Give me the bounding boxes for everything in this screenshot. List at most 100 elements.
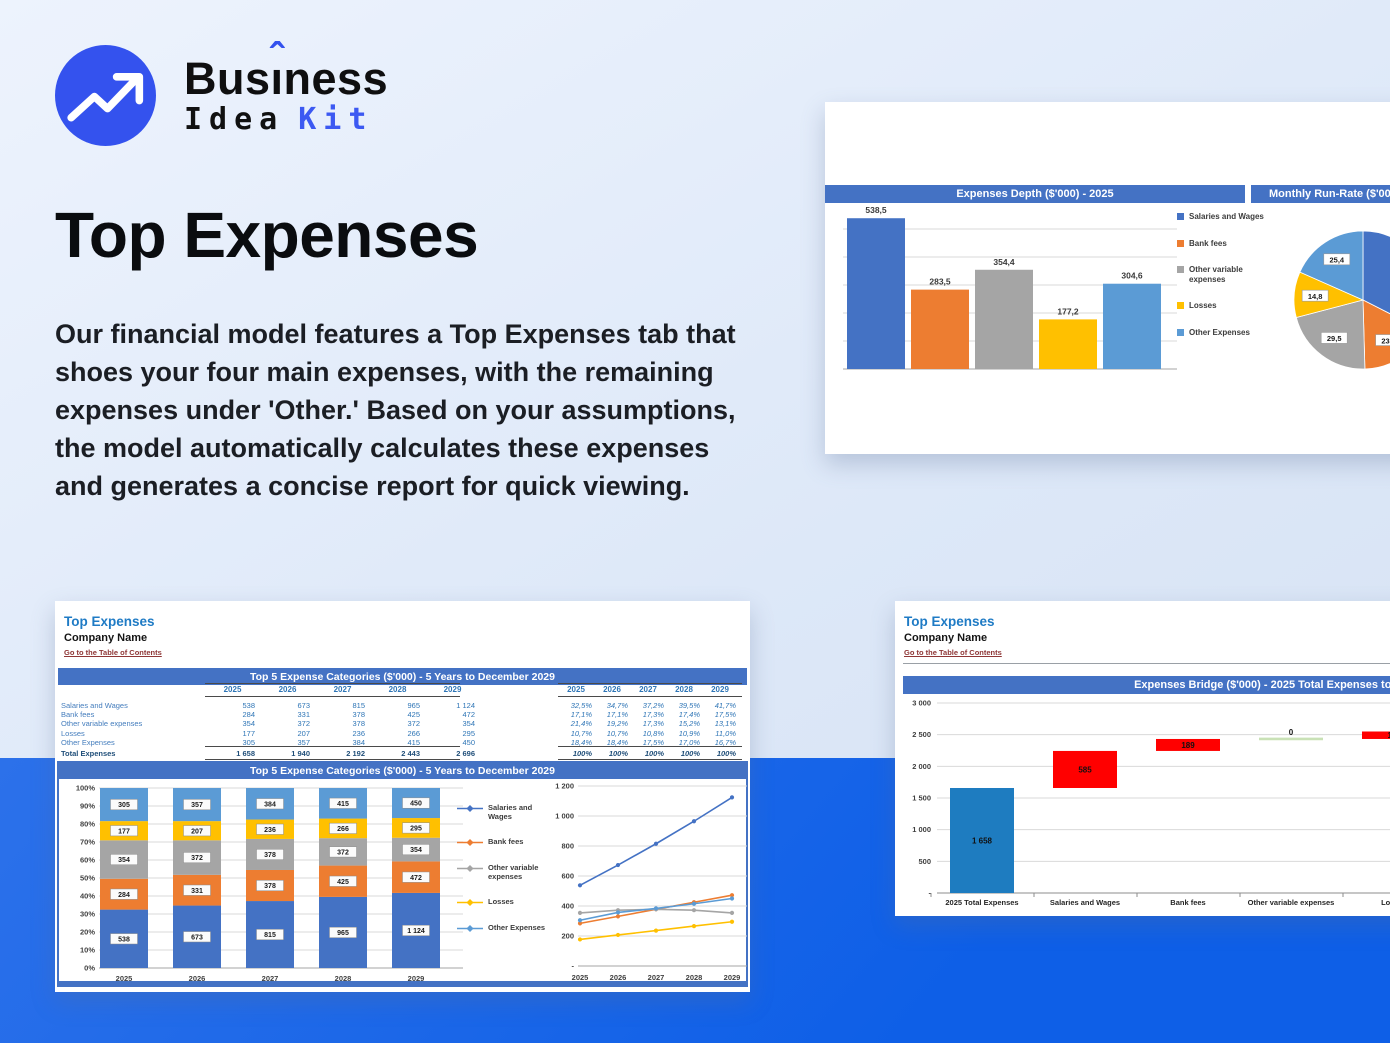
svg-text:20%: 20% — [80, 928, 95, 937]
svg-text:2026: 2026 — [189, 974, 206, 983]
svg-text:331: 331 — [191, 888, 203, 895]
svg-text:2026: 2026 — [610, 973, 627, 982]
svg-text:357: 357 — [191, 802, 203, 809]
value-cell: 1 124 — [456, 701, 475, 710]
chart-legend: Salaries and Wages Bank fees Other variabl… — [457, 803, 549, 933]
svg-text:305: 305 — [118, 802, 130, 809]
brand-logo-icon — [55, 45, 156, 146]
header-rule — [558, 683, 742, 684]
svg-text:14,8: 14,8 — [1308, 292, 1323, 301]
table-of-contents-link[interactable]: Go to the Table of Contents — [64, 648, 162, 657]
svg-text:50%: 50% — [80, 874, 95, 883]
svg-text:1 658: 1 658 — [972, 836, 993, 845]
legend-marker-icon — [457, 804, 483, 813]
legend-swatch-icon — [1177, 213, 1184, 220]
total-percent-cell: 100% — [572, 749, 592, 758]
percent-cell: 41,7% — [714, 701, 736, 710]
percent-cell: 32,5% — [570, 701, 592, 710]
svg-text:3 000: 3 000 — [912, 699, 931, 708]
total-percent-cell: 100% — [608, 749, 628, 758]
svg-text:585: 585 — [1078, 765, 1092, 774]
svg-text:500: 500 — [918, 857, 931, 866]
svg-text:29,5: 29,5 — [1327, 334, 1342, 343]
value-cell: 284 — [242, 710, 255, 720]
row-label: Salaries and Wages — [61, 701, 128, 710]
svg-text:0%: 0% — [84, 964, 95, 973]
value-cell: 295 — [462, 728, 475, 738]
svg-text:354: 354 — [410, 847, 422, 854]
svg-text:284: 284 — [118, 892, 130, 899]
legend-swatch-icon — [1177, 266, 1184, 274]
svg-text:2029: 2029 — [724, 973, 741, 982]
total-percent-cell: 100% — [644, 749, 664, 758]
year-header: 2029 — [711, 685, 729, 694]
line-chart: - 200 400 600 800 1 000 1 200 2025 2026 2027 2028 2… — [555, 782, 747, 982]
svg-text:2 500: 2 500 — [912, 730, 931, 739]
svg-text:200: 200 — [561, 932, 574, 941]
bar-Other Expenses — [1103, 283, 1161, 369]
percent-cell: 17,5% — [642, 737, 664, 747]
total-label: Total Expenses — [61, 749, 116, 758]
value-cell: 384 — [352, 737, 365, 747]
value-cell: 305 — [242, 737, 255, 747]
pie-slice-Other Expenses — [1299, 230, 1364, 301]
svg-text:-: - — [572, 962, 575, 971]
year-header: 2025 — [567, 685, 585, 694]
svg-text:2028: 2028 — [335, 974, 352, 983]
trend-arrow-icon — [67, 73, 144, 122]
svg-text:118: 118 — [1388, 731, 1390, 740]
svg-text:1 124: 1 124 — [407, 928, 425, 935]
company-name: Company Name — [904, 632, 988, 644]
svg-text:2025: 2025 — [572, 973, 589, 982]
page-description: Our financial model features a Top Expen… — [55, 319, 736, 502]
svg-text:1 000: 1 000 — [912, 825, 931, 834]
waterfall-chart: - 500 1 000 1 500 2 000 2 500 3 000 1 658 585 189… — [912, 699, 1390, 907]
total-rule — [558, 746, 742, 747]
waterfall-increase-bar — [1362, 731, 1390, 739]
legend-item: Other variable expenses — [1177, 265, 1267, 284]
svg-text:189: 189 — [1181, 741, 1195, 750]
legend-item: Other Expenses — [457, 923, 549, 933]
year-header: 2026 — [603, 685, 621, 694]
table-of-contents-link[interactable]: Go to the Table of Contents — [904, 648, 1002, 657]
svg-text:2025: 2025 — [116, 974, 133, 983]
percent-cell: 17,4% — [678, 710, 700, 720]
chart-title-expenses-depth: Expenses Depth ($'000) - 2025 — [825, 185, 1245, 203]
bar-Salaries and Wages — [847, 218, 905, 369]
legend-marker-icon — [457, 864, 483, 873]
svg-text:965: 965 — [337, 930, 349, 937]
svg-text:1 500: 1 500 — [912, 794, 931, 803]
svg-text:Salaries and Wages: Salaries and Wages — [1050, 898, 1120, 907]
legend-item: Other Expenses — [1177, 328, 1267, 338]
value-cell: 236 — [352, 728, 365, 738]
svg-text:415: 415 — [337, 801, 349, 808]
svg-text:177: 177 — [118, 828, 130, 835]
header-rule — [558, 696, 742, 697]
brand-wordmark: Busı ˆ ness Idea Kit — [184, 37, 388, 135]
percent-cell: 11,0% — [715, 728, 736, 738]
value-cell: 378 — [352, 719, 365, 729]
svg-text:2029: 2029 — [408, 974, 425, 983]
year-header: 2027 — [333, 685, 352, 694]
row-label: Other variable expenses — [61, 719, 143, 729]
percent-cell: 17,0% — [678, 737, 700, 747]
value-cell: 177 — [242, 728, 255, 738]
total-rule — [558, 759, 742, 760]
year-header: 2027 — [639, 685, 657, 694]
year-header: 2029 — [443, 685, 462, 694]
percent-cell: 17,3% — [642, 710, 664, 720]
value-cell: 815 — [352, 701, 365, 710]
total-percent-cell: 100% — [680, 749, 700, 758]
total-rule — [205, 746, 460, 747]
waterfall-increase-bar — [1156, 738, 1220, 751]
svg-text:2 000: 2 000 — [912, 762, 931, 771]
chart-legend: Salaries and Wages Bank fees Other variabl… — [1177, 212, 1282, 338]
percent-cell: 15,2% — [678, 719, 700, 729]
svg-text:-: - — [929, 889, 932, 898]
total-value-cell: 2 443 — [401, 749, 420, 758]
svg-text:2027: 2027 — [262, 974, 279, 983]
header-rule — [205, 696, 460, 697]
legend-swatch-icon — [1177, 302, 1184, 310]
bridge-section-title: Expenses Bridge ($'000) - 2025 Total Exp… — [903, 676, 1390, 694]
row-label: Losses — [61, 728, 85, 738]
